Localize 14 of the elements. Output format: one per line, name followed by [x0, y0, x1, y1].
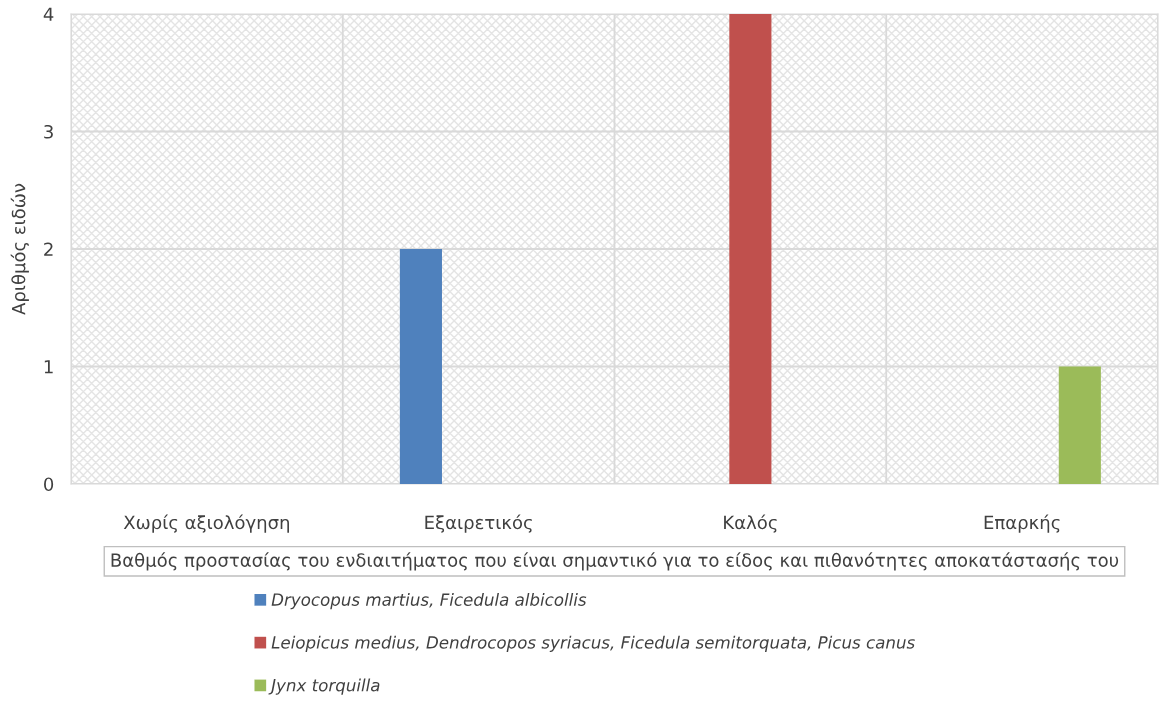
y-tick-label: 4 — [43, 7, 54, 21]
y-axis-title: Αριθμός ειδών — [10, 183, 29, 315]
y-tick-label: 1 — [44, 360, 53, 374]
legend-label: Dryocopus martius, Ficedula albicollis — [271, 593, 587, 610]
x-tick-label: Καλός — [724, 514, 777, 533]
y-tick-label: 3 — [44, 124, 53, 139]
y-tick-label: 0 — [44, 477, 54, 492]
legend-label: Jynx torquilla — [268, 678, 380, 695]
x-axis-title: Βαθμός προστασίας του ενδιαιτήματος που είναι σημαντικό για το είδος και πιθανότητες αποκατάστασής του — [111, 552, 1119, 571]
y-tick-label: 2 — [44, 242, 53, 256]
x-tick-label: Επαρκής — [984, 514, 1060, 533]
legend-label: Leiopicus medius, Dendrocopos syriacus, Ficedula semitorquata, Picus canus — [271, 635, 915, 652]
x-tick-label: Εξαιρετικός — [425, 514, 532, 533]
x-tick-label: Χωρίς αξιολόγηση — [123, 514, 289, 533]
